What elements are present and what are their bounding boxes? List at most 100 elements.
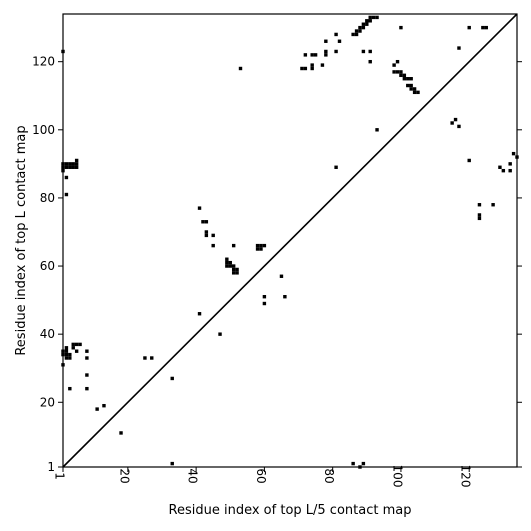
contact-point (395, 70, 400, 74)
contact-point (457, 124, 461, 129)
contact-point (310, 63, 314, 67)
contact-point (68, 352, 72, 357)
contact-point (78, 342, 82, 347)
contact-point (197, 206, 202, 210)
contact-point (481, 25, 485, 30)
contact-point (259, 243, 263, 248)
contact-point (238, 66, 243, 71)
contact-point (412, 90, 417, 95)
contact-point (64, 349, 69, 353)
contact-point (416, 90, 420, 95)
contact-point (204, 220, 209, 224)
x-tick-label: 60 (254, 468, 268, 483)
contact-point (95, 407, 99, 411)
y-tick-label: 60 (40, 259, 55, 273)
contact-point (310, 53, 314, 57)
contact-point (406, 83, 410, 88)
contact-point (320, 63, 325, 67)
contact-point (204, 230, 209, 234)
contact-point (204, 233, 209, 238)
contact-point (303, 66, 308, 71)
contact-point (74, 349, 79, 353)
contact-point (64, 165, 69, 169)
contact-point (375, 128, 379, 132)
contact-point (71, 346, 75, 350)
contact-point (68, 165, 72, 169)
contact-point (211, 243, 215, 248)
contact-point (498, 165, 502, 169)
x-tick-label: 80 (322, 468, 336, 483)
diagonal-line (62, 13, 518, 468)
contact-point (402, 77, 407, 81)
contact-point (170, 376, 174, 381)
contact-point (467, 25, 471, 30)
x-axis-ticks: 1 20 40 60 80 100 120 (53, 465, 473, 488)
contact-point (477, 213, 482, 217)
contact-point (303, 53, 308, 57)
contact-point (310, 66, 314, 71)
contact-point (484, 25, 488, 30)
contact-points (61, 15, 519, 469)
x-tick-label: 100 (390, 465, 404, 488)
contact-point (300, 66, 304, 71)
contact-point (201, 220, 205, 224)
contact-point (225, 257, 229, 261)
contact-point (351, 461, 355, 466)
contact-point (477, 216, 482, 221)
contact-point (399, 25, 403, 30)
contact-point (508, 168, 512, 173)
contact-point (361, 25, 366, 30)
contact-point (457, 46, 461, 50)
x-axis-label: Residue index of top L/5 contact map (169, 503, 412, 518)
contact-point (64, 162, 69, 166)
contact-point (406, 77, 410, 81)
y-axis-label: Residue index of top L contact map (14, 125, 29, 355)
contact-point (371, 15, 376, 20)
contact-point (365, 19, 369, 23)
y-tick-label: 100 (32, 123, 55, 137)
contact-point (259, 247, 263, 251)
contact-point (399, 73, 403, 78)
y-tick-label: 1 (47, 460, 55, 474)
contact-point (334, 32, 338, 37)
contact-point (64, 192, 69, 197)
contact-point (491, 203, 495, 207)
contact-point (508, 162, 512, 166)
contact-point (197, 312, 202, 316)
x-tick-label: 1 (53, 472, 67, 480)
contact-point (450, 121, 454, 125)
y-tick-label: 80 (40, 191, 55, 205)
contact-point (255, 247, 260, 251)
contact-point (102, 403, 106, 408)
contact-point (64, 346, 69, 350)
contact-point (337, 39, 342, 43)
contact-point (71, 342, 75, 347)
contact-point (477, 203, 482, 207)
contact-point (361, 22, 366, 26)
contact-point (64, 356, 69, 360)
y-tick-label: 120 (32, 55, 55, 69)
contact-point (119, 431, 123, 435)
contact-point (228, 264, 232, 268)
contact-point (71, 165, 75, 169)
contact-point (228, 260, 232, 265)
contact-point (368, 15, 372, 20)
contact-point (375, 15, 379, 20)
contact-point (361, 461, 366, 466)
contact-point (64, 175, 69, 180)
x-tick-label: 20 (117, 468, 131, 483)
contact-point (235, 271, 239, 275)
contact-point (409, 77, 413, 81)
contact-point (283, 295, 287, 299)
contact-point (412, 87, 417, 91)
contact-point (170, 461, 174, 466)
contact-point (225, 260, 229, 265)
contact-point (354, 32, 359, 37)
contact-point (361, 49, 366, 54)
contact-point (85, 349, 89, 353)
contact-point (313, 53, 318, 57)
contact-point (231, 264, 236, 268)
contact-point (409, 83, 413, 88)
contact-point (399, 70, 403, 74)
